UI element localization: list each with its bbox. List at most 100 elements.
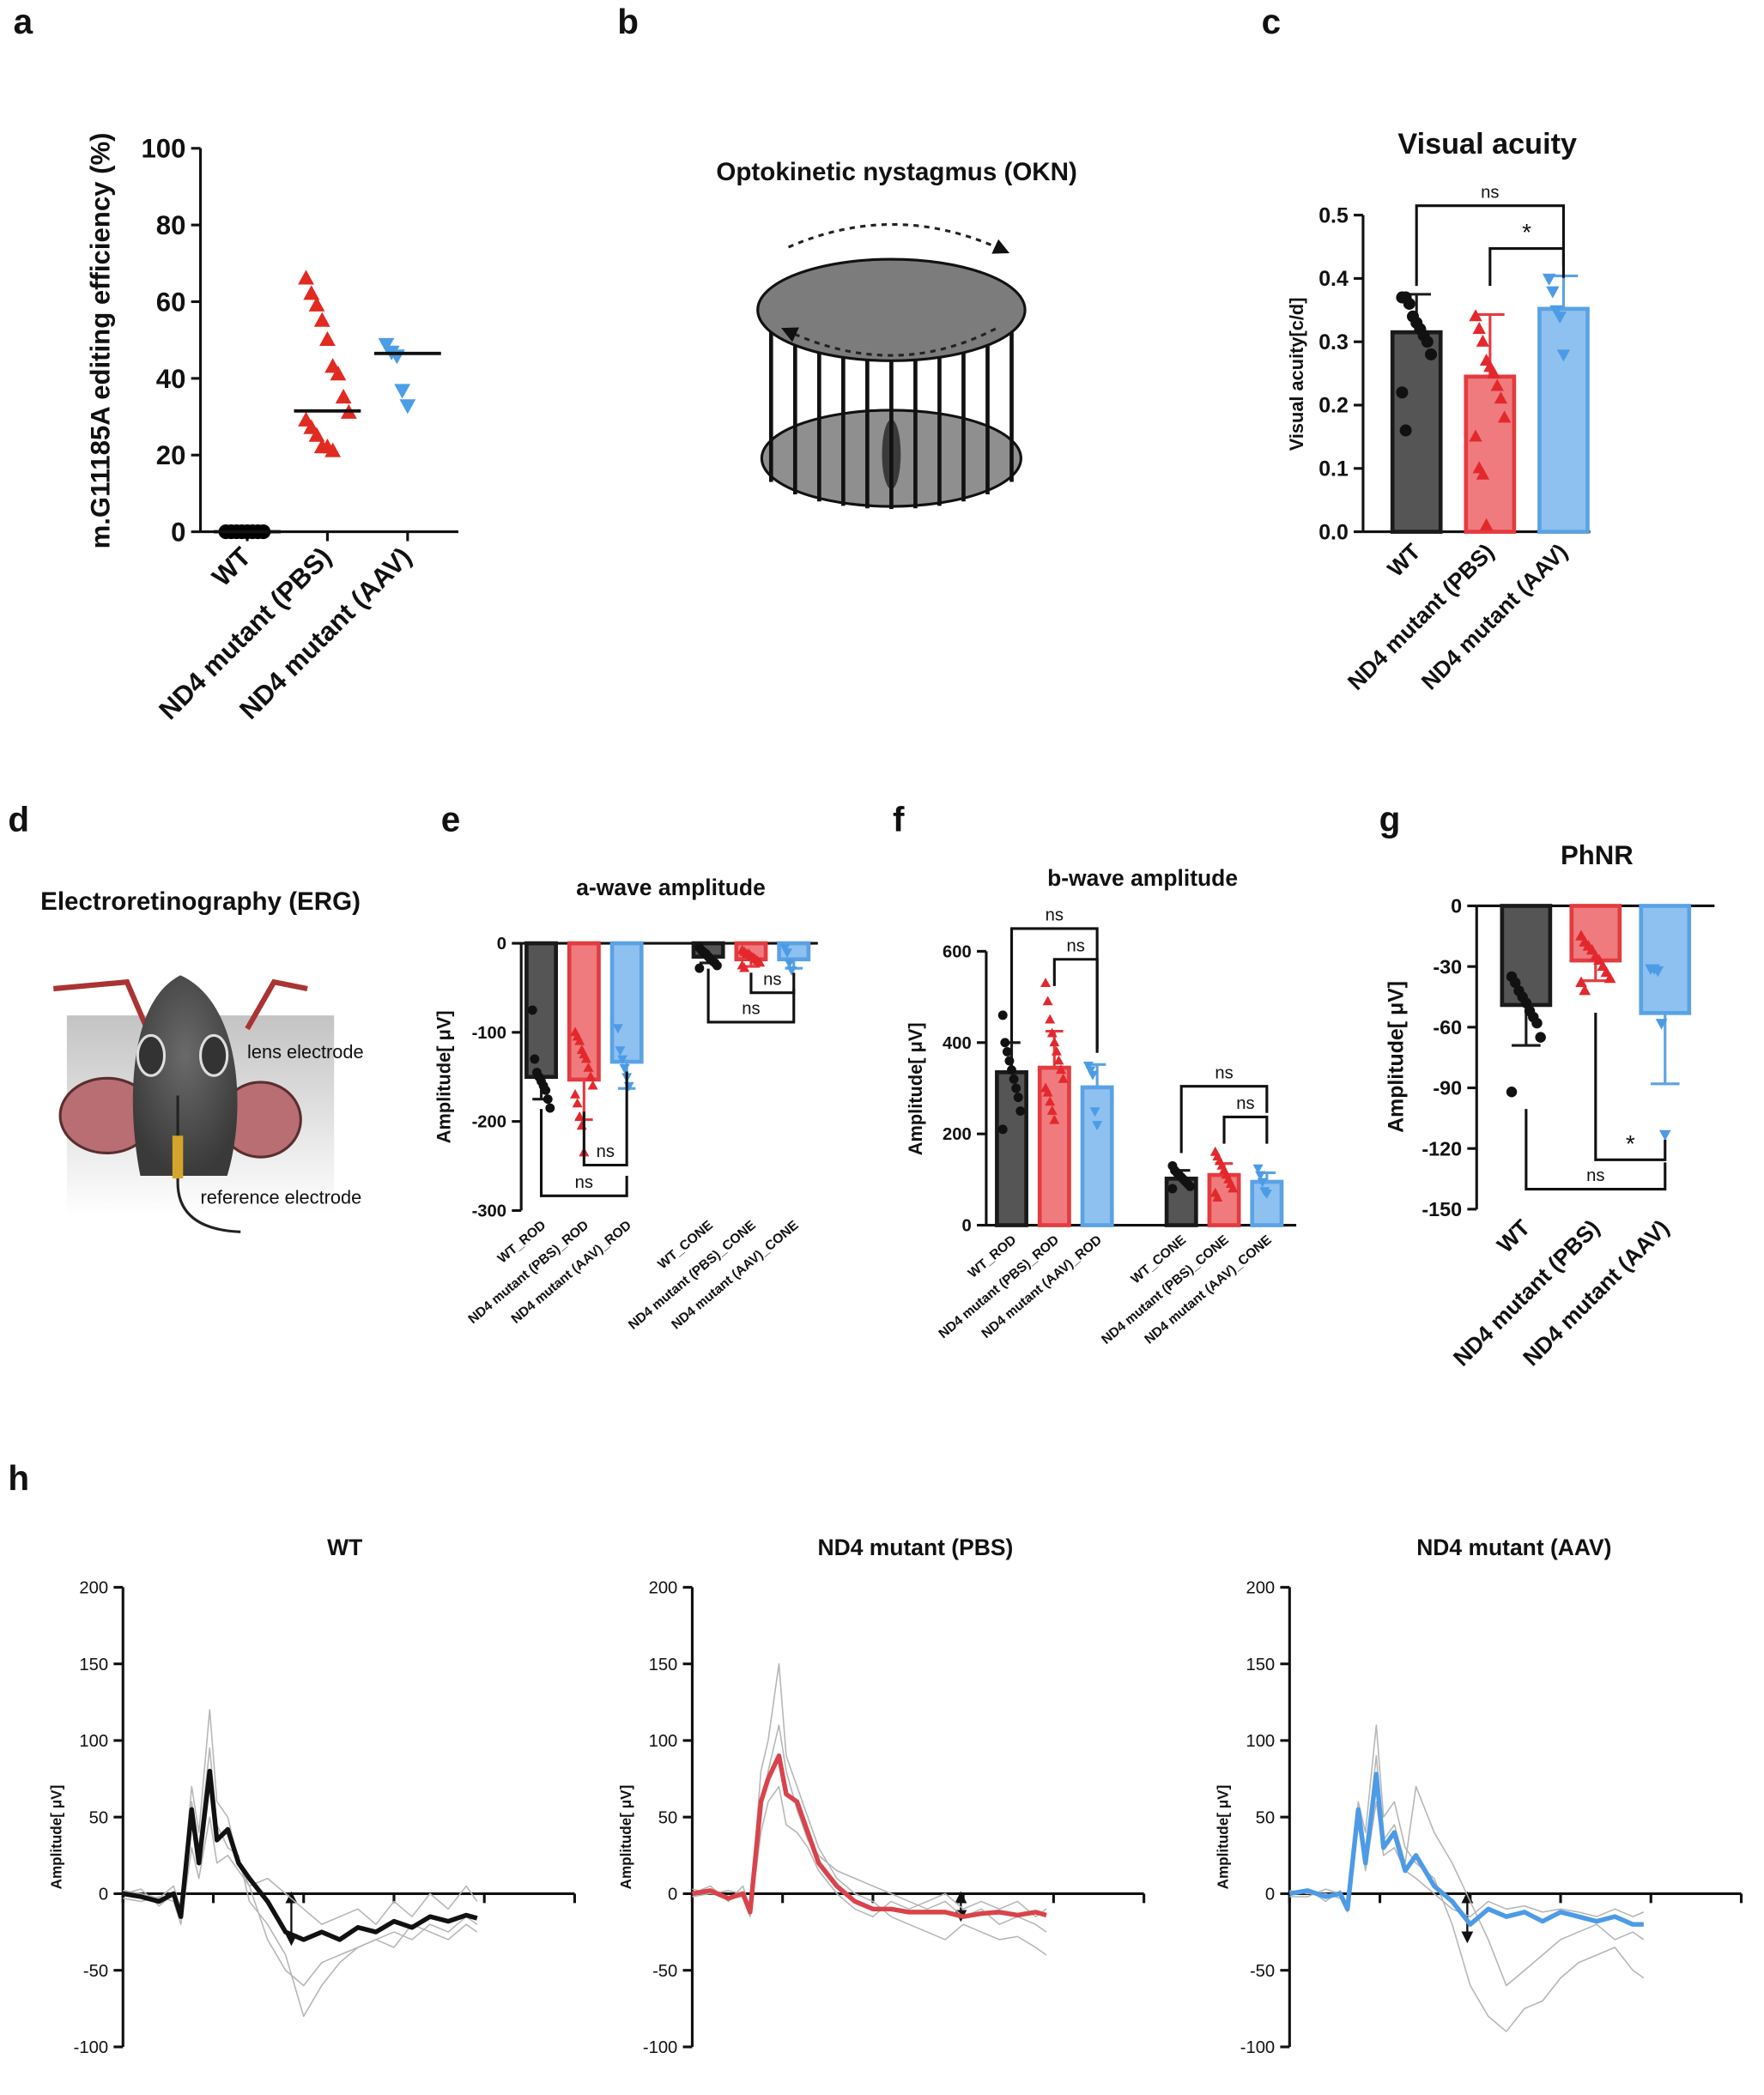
chart-title: b-wave amplitude xyxy=(1047,865,1238,891)
y-tick-label: 50 xyxy=(89,1808,109,1827)
data-point xyxy=(1015,1106,1026,1117)
y-tick-label: -300 xyxy=(472,1202,506,1221)
mean-trace xyxy=(691,1753,1047,1919)
data-point xyxy=(1056,1064,1067,1075)
y-tick-label: 100 xyxy=(649,1732,678,1751)
data-point xyxy=(1542,273,1556,286)
y-tick-label: 0 xyxy=(962,1217,972,1236)
significance-label: ns xyxy=(1236,1094,1254,1113)
reference-electrode xyxy=(172,1135,184,1179)
y-tick-label: 200 xyxy=(79,1579,108,1598)
x-tick-label: ND4 mutant (AAV) xyxy=(1416,539,1573,695)
data-point xyxy=(1396,386,1409,399)
bar xyxy=(1500,904,1553,1008)
data-point xyxy=(1185,1181,1195,1191)
data-point xyxy=(1549,305,1563,318)
data-point xyxy=(1000,1038,1010,1048)
panel-label: b xyxy=(617,2,639,41)
y-tick-label: 50 xyxy=(658,1808,678,1827)
wire xyxy=(53,978,150,1030)
significance-bracket xyxy=(706,968,796,1024)
data-point xyxy=(1252,1164,1264,1174)
data-point xyxy=(1089,1107,1100,1117)
data-point xyxy=(1009,1074,1019,1084)
y-tick-label: 0.0 xyxy=(1318,520,1349,544)
x-tick-label: WT xyxy=(206,542,257,592)
panel-label: g xyxy=(1379,799,1401,839)
y-tick-label: 200 xyxy=(649,1579,678,1598)
trace xyxy=(1289,1754,1645,1987)
data-point xyxy=(1046,1027,1058,1038)
data-point xyxy=(1603,972,1616,984)
significance-label: ns xyxy=(1046,906,1064,925)
data-point xyxy=(1049,1037,1060,1047)
data-point xyxy=(1228,1183,1239,1193)
mean-trace xyxy=(1288,1771,1644,1927)
y-tick-label: 60 xyxy=(156,287,186,317)
panel-label: e xyxy=(441,799,461,839)
data-point xyxy=(308,296,325,312)
significance-label: ns xyxy=(1215,1063,1233,1082)
data-point xyxy=(541,1085,551,1095)
bar xyxy=(1464,374,1517,534)
data-point xyxy=(1556,349,1571,362)
significance-label: ns xyxy=(1481,183,1499,202)
data-point xyxy=(1053,1055,1064,1065)
significance-label: * xyxy=(1522,219,1531,245)
data-point xyxy=(572,1098,583,1108)
significance-label: ns xyxy=(1586,1166,1604,1185)
y-tick-label: 0.1 xyxy=(1318,457,1349,481)
data-point xyxy=(1002,1046,1012,1057)
y-tick-label: 200 xyxy=(1246,1579,1275,1598)
data-point xyxy=(1167,1184,1178,1194)
eye xyxy=(136,1033,167,1077)
mean-trace xyxy=(122,1768,478,1942)
y-axis-label: Amplitude[ μV] xyxy=(49,1785,65,1890)
trace xyxy=(692,1785,1047,1917)
y-axis-label: Amplitude[ μV] xyxy=(433,1010,455,1143)
data-point xyxy=(1088,1070,1098,1081)
significance-bracket xyxy=(1525,1109,1667,1191)
data-point xyxy=(580,1053,591,1063)
panel-label: f xyxy=(893,799,905,839)
bar xyxy=(1639,904,1692,1015)
significance-bracket xyxy=(582,1071,628,1167)
data-point xyxy=(784,959,795,969)
data-point xyxy=(545,1103,555,1113)
data-point xyxy=(1058,1073,1069,1083)
y-tick-label: 100 xyxy=(141,134,185,164)
y-tick-label: 400 xyxy=(943,1034,972,1053)
y-tick-label: 0 xyxy=(171,517,185,547)
data-point xyxy=(1040,978,1052,988)
drum-top xyxy=(756,257,1027,362)
y-axis-label: Amplitude[ μV] xyxy=(1385,981,1409,1133)
data-point xyxy=(587,1080,598,1090)
data-point xyxy=(1425,348,1438,360)
data-point xyxy=(1497,410,1512,423)
data-point xyxy=(1579,984,1591,996)
significance-bracket xyxy=(1222,1115,1269,1144)
y-tick-label: 600 xyxy=(943,942,972,961)
bar xyxy=(609,941,644,1064)
data-point xyxy=(786,966,797,976)
y-tick-label: 0 xyxy=(497,935,506,954)
data-point xyxy=(585,1071,597,1081)
data-point xyxy=(394,384,411,399)
data-point xyxy=(1575,976,1587,987)
significance-bracket xyxy=(1488,247,1566,287)
y-axis-label: Amplitude[ μV] xyxy=(1215,1785,1232,1890)
y-tick-label: 150 xyxy=(649,1656,678,1674)
data-point xyxy=(1255,1171,1266,1181)
bar xyxy=(1537,306,1590,534)
data-point xyxy=(1004,1056,1015,1066)
data-point xyxy=(1013,1093,1023,1103)
data-point xyxy=(1487,366,1500,378)
significance-label: ns xyxy=(763,970,781,989)
data-point xyxy=(1399,424,1412,437)
y-tick-label: 20 xyxy=(156,440,186,470)
data-point xyxy=(1421,336,1434,348)
data-point xyxy=(583,1062,594,1072)
y-tick-label: -150 xyxy=(1422,1198,1462,1220)
data-point xyxy=(1046,1105,1058,1115)
